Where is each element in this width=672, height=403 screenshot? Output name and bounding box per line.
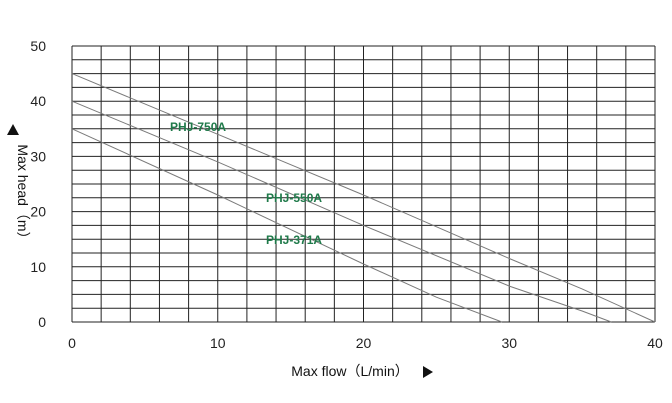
y-tick-label: 30: [30, 148, 46, 164]
series-label-3: PHJ-371A: [266, 233, 322, 247]
y-axis-title: Max head（m）: [15, 144, 31, 245]
series-label-2: PHJ-550A: [266, 191, 322, 205]
series-labels: PHJ-750A PHJ-550A PHJ-371A: [170, 120, 322, 247]
up-arrow-icon: [7, 124, 19, 135]
y-tick-label: 40: [30, 93, 46, 109]
series-line-2: [71, 100, 612, 323]
curves: [71, 73, 656, 323]
y-tick-label: 50: [30, 38, 46, 54]
y-tick-label: 20: [30, 204, 46, 220]
y-tick-label: 10: [30, 259, 46, 275]
series-line-3: [71, 128, 503, 323]
x-axis-title-group: Max flow（L/min）: [291, 363, 433, 379]
series-line-1: [71, 73, 656, 323]
x-axis-ticks: 0 10 20 30 40: [68, 335, 663, 351]
y-axis-ticks: 0 10 20 30 40 50: [30, 38, 46, 330]
series-label-1: PHJ-750A: [170, 120, 226, 134]
x-tick-label: 40: [647, 335, 663, 351]
x-tick-label: 30: [501, 335, 517, 351]
right-arrow-icon: [423, 366, 433, 378]
grid: [71, 45, 656, 323]
x-tick-label: 10: [210, 335, 226, 351]
y-tick-label: 0: [38, 314, 46, 330]
x-tick-label: 0: [68, 335, 76, 351]
y-axis-title-group: Max head（m）: [15, 144, 31, 245]
x-axis-title: Max flow（L/min）: [291, 363, 408, 379]
x-tick-label: 20: [356, 335, 372, 351]
